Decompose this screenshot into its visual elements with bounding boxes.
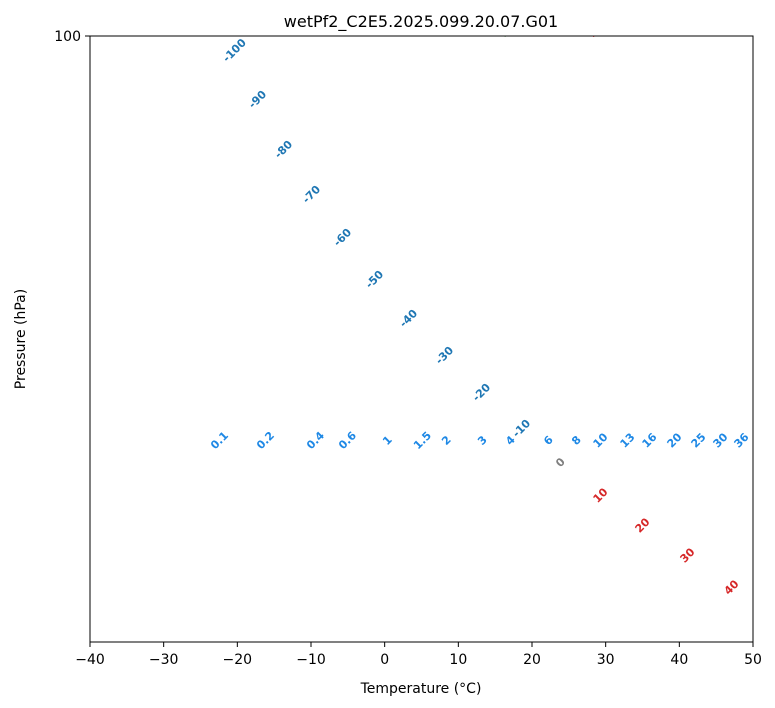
moist-adiabat-label: 30 (678, 545, 698, 565)
line-labels: -100-90-80-70-60-50-40-30-20-10010203040… (208, 36, 752, 598)
dry-adiabat-label: -30 (433, 344, 456, 367)
x-tick-label: 40 (670, 652, 688, 668)
x-tick-label: −40 (75, 652, 105, 668)
y-tick-label: 100 (54, 29, 81, 45)
dry-adiabat-label: -70 (300, 183, 323, 206)
mixing-ratio-label: 0.4 (304, 429, 327, 452)
isotherm-line (696, 36, 697, 37)
isotherm-line (770, 0, 775, 36)
x-axis-title: Temperature (°C) (360, 681, 482, 697)
x-tick-label: −20 (223, 652, 253, 668)
y-axis-title: Pressure (hPa) (13, 289, 29, 389)
x-tick-label: 50 (744, 652, 762, 668)
mixing-ratio-label: 36 (732, 430, 752, 450)
mixing-ratio-label: 1.5 (411, 429, 434, 452)
mixing-ratio-label: 10 (591, 430, 611, 450)
x-tick-label: 20 (523, 652, 541, 668)
dry-adiabat-line (668, 36, 670, 37)
mixing-ratio-label: 20 (665, 430, 685, 450)
moist-adiabat-label: 0 (553, 455, 568, 470)
mixing-ratio-label: 6 (541, 433, 556, 448)
dry-adiabat-line (630, 36, 632, 37)
temperature-line (592, 36, 596, 37)
mixing-ratio-label: 0.6 (336, 429, 359, 452)
dry-adiabat-label: -100 (220, 36, 249, 65)
dry-adiabat-label: -80 (272, 138, 295, 161)
mixing-ratio-label: 0.1 (208, 429, 231, 452)
dry-adiabat-label: -60 (331, 226, 354, 249)
isotherm-line (548, 36, 550, 37)
x-tick-label: 10 (449, 652, 467, 668)
moist-adiabat-label: 10 (591, 485, 611, 505)
dry-adiabat-line (553, 36, 556, 37)
plot-area: -100-90-80-70-60-50-40-30-20-10010203040… (90, 0, 775, 598)
mixing-ratio-label: 25 (689, 431, 709, 451)
mixing-ratio-label: 13 (618, 431, 638, 451)
x-tick-label: 0 (380, 652, 389, 668)
mixing-ratio-label: 0.2 (254, 429, 277, 452)
mixing-ratio-label: 3 (475, 433, 490, 448)
mixing-ratio-label: 1 (380, 433, 395, 448)
x-tick-label: −30 (149, 652, 179, 668)
moist-adiabat-label: 40 (722, 577, 742, 597)
dry-adiabat-line (706, 36, 708, 37)
chart-title: wetPf2_C2E5.2025.099.20.07.G01 (284, 12, 558, 32)
mixing-ratio-label: 30 (711, 430, 731, 450)
mixing-ratio-label: 16 (640, 430, 660, 450)
isotherm-line (622, 36, 623, 37)
dry-adiabat-label: -90 (246, 88, 269, 111)
dry-adiabat-label: -10 (510, 417, 533, 440)
moist-adiabat-label: 20 (633, 515, 653, 535)
dry-adiabat-label: -50 (363, 268, 386, 291)
axes: −40−30−20−100102030405010020030040050060… (54, 29, 762, 668)
mixing-ratio-label: 2 (439, 433, 454, 448)
x-tick-label: −10 (296, 652, 326, 668)
dry-adiabat-label: -20 (470, 381, 493, 404)
plot-frame (89, 35, 754, 643)
x-tick-label: 30 (597, 652, 615, 668)
mixing-ratio-label: 8 (569, 433, 584, 448)
dry-adiabat-label: -40 (397, 307, 420, 330)
dry-adiabat-line (744, 36, 747, 37)
dry-adiabat-line (591, 36, 594, 37)
